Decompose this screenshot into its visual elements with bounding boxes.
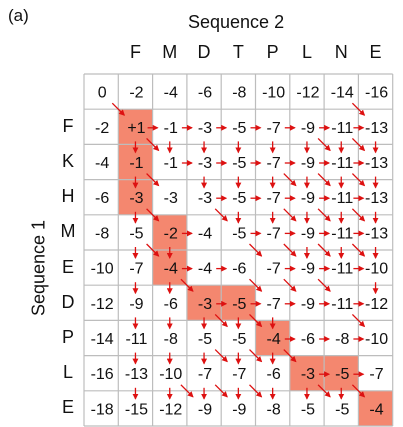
cell-value: -12 (159, 401, 182, 418)
cell-value: -7 (267, 225, 281, 242)
cell-value: -5 (301, 401, 315, 418)
cell-value: -9 (232, 401, 246, 418)
cell-value: -3 (198, 120, 212, 137)
cell-value: -7 (232, 366, 246, 383)
cell-value: -3 (198, 296, 212, 313)
cell-value: -5 (232, 120, 246, 137)
cell-value: -8 (95, 225, 109, 242)
cell-value: -2 (164, 225, 178, 242)
cell-value: -5 (232, 155, 246, 172)
cell-value: -4 (164, 261, 178, 278)
cell-value: -3 (198, 155, 212, 172)
cell-value: -11 (125, 331, 147, 348)
cell-value: -6 (267, 366, 281, 383)
cell-value: -4 (369, 401, 383, 418)
cell-value: -9 (301, 120, 315, 137)
cell-value: -3 (164, 190, 178, 207)
cell-value: -7 (369, 366, 383, 383)
cell-value: -2 (129, 85, 143, 102)
cell-value: -4 (164, 85, 178, 102)
cell-value: -7 (198, 366, 212, 383)
cell-value: -11 (331, 261, 353, 278)
cell-value: -1 (164, 120, 178, 137)
cell-value: -4 (198, 261, 212, 278)
cell-value: -5 (232, 190, 246, 207)
cell-value: -9 (301, 261, 315, 278)
cell-value: -5 (232, 331, 246, 348)
cell-value: -6 (198, 85, 212, 102)
cell-value: -6 (301, 331, 315, 348)
cell-value: -5 (198, 331, 212, 348)
cell-value: -11 (331, 120, 353, 137)
cell-value: -9 (129, 296, 143, 313)
cell-value: -5 (232, 296, 246, 313)
cell-value: -7 (267, 261, 281, 278)
cell-value: -16 (365, 85, 388, 102)
cell-value: -16 (91, 366, 114, 383)
cell-value: -11 (331, 225, 353, 242)
cell-value: -8 (232, 85, 246, 102)
cell-value: -10 (365, 331, 388, 348)
cell-value: 0 (98, 85, 107, 102)
cell-value: -10 (159, 366, 182, 383)
cell-value: -6 (95, 190, 109, 207)
cell-value: -15 (125, 401, 148, 418)
cell-value: -13 (365, 120, 388, 137)
cell-value: -5 (335, 366, 349, 383)
cell-value: -7 (129, 261, 143, 278)
cell-value: -9 (301, 296, 315, 313)
cell-value: -4 (95, 155, 109, 172)
cell-value: -9 (301, 155, 315, 172)
cell-value: -7 (267, 120, 281, 137)
cell-value: -14 (331, 85, 354, 102)
cell-value: -7 (267, 155, 281, 172)
cell-value: -3 (198, 190, 212, 207)
cell-value: -18 (91, 401, 114, 418)
cell-value: -12 (365, 296, 388, 313)
cell-value: -9 (301, 190, 315, 207)
cell-value: -2 (95, 120, 109, 137)
cell-value: -9 (301, 225, 315, 242)
cell-value: -10 (262, 85, 285, 102)
cell-value: -4 (267, 331, 281, 348)
cell-value: -13 (365, 225, 388, 242)
cell-value: -12 (91, 296, 114, 313)
cell-value: -6 (164, 296, 178, 313)
cell-value: -13 (365, 190, 388, 207)
cell-value: -8 (267, 401, 281, 418)
cell-value: -9 (198, 401, 212, 418)
cell-value: -4 (198, 225, 212, 242)
cell-value: -13 (125, 366, 148, 383)
cell-value: -1 (164, 155, 178, 172)
cell-value: -5 (232, 225, 246, 242)
cell-value: -5 (129, 225, 143, 242)
cell-value: -6 (232, 261, 246, 278)
cell-value: -10 (365, 261, 388, 278)
cell-value: -5 (335, 401, 349, 418)
cell-value: -11 (331, 296, 353, 313)
cell-value: -3 (129, 190, 143, 207)
cell-value: -11 (331, 190, 353, 207)
cell-value: -12 (296, 85, 319, 102)
cell-value: -10 (91, 261, 114, 278)
cell-value: -7 (267, 296, 281, 313)
cell-value: -7 (267, 190, 281, 207)
cell-value: -14 (91, 331, 114, 348)
cell-value: -11 (331, 155, 353, 172)
cell-value: -13 (365, 155, 388, 172)
cell-value: +1 (127, 120, 145, 137)
cell-value: -8 (335, 331, 349, 348)
cell-value: -8 (164, 331, 178, 348)
cell-value: -3 (301, 366, 315, 383)
cell-value: -1 (129, 155, 143, 172)
